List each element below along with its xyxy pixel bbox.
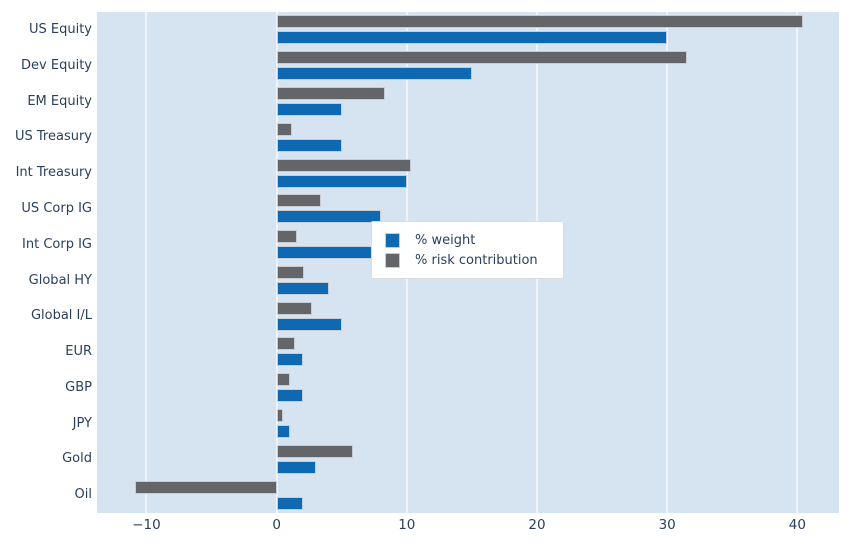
gridline-30 [666,12,669,513]
bar-weight-global-hy [276,281,329,295]
risk-contribution-swatch-icon [385,252,400,268]
bar-risk-contribution-dev-equity [276,51,687,65]
bar-weight-us-treasury [276,138,342,152]
y-tick-label-jpy: JPY [72,415,92,431]
bar-risk-contribution-us-corp-ig [276,194,321,208]
bar-risk-contribution-gold [276,444,354,458]
y-tick-label-dev-equity: Dev Equity [21,57,92,73]
legend-item-weight: % weight [385,231,551,249]
plot-area [97,12,839,513]
y-tick-label-us-corp-ig: US Corp IG [21,200,92,216]
y-tick-label-oil: Oil [74,487,92,503]
gridline-40 [796,12,799,513]
bar-weight-em-equity [276,102,342,116]
bar-risk-contribution-int-corp-ig [276,230,298,244]
bar-weight-int-corp-ig [276,246,381,260]
x-tick-label--10: −10 [132,517,161,533]
gridline-0 [275,12,278,513]
y-tick-label-int-corp-ig: Int Corp IG [22,236,92,252]
bar-weight-dev-equity [276,67,472,81]
legend: % weight % risk contribution [371,221,564,279]
y-tick-label-int-treasury: Int Treasury [15,165,92,181]
bar-weight-us-equity [276,31,668,45]
y-tick-label-em-equity: EM Equity [27,93,92,109]
legend-label: % risk contribution [415,252,538,268]
bar-risk-contribution-global-hy [276,265,304,279]
x-tick-label-10: 10 [398,517,416,533]
bar-risk-contribution-gbp [276,373,290,387]
bar-weight-global-i-l [276,317,342,331]
gridline--10 [145,12,148,513]
legend-label: % weight [415,232,476,248]
bar-risk-contribution-eur [276,337,295,351]
y-tick-label-gold: Gold [62,451,92,467]
bar-weight-eur [276,353,303,367]
y-tick-label-global-i-l: Global I/L [30,308,92,324]
y-tick-label-global-hy: Global HY [28,272,92,288]
bar-risk-contribution-em-equity [276,86,385,100]
bar-weight-us-corp-ig [276,210,381,224]
bar-weight-gold [276,460,316,474]
bar-weight-gbp [276,389,303,403]
bar-risk-contribution-jpy [276,409,284,423]
bar-risk-contribution-us-treasury [276,122,293,136]
bar-risk-contribution-global-i-l [276,301,312,315]
x-tick-label-30: 30 [658,517,676,533]
bar-risk-contribution-int-treasury [276,158,411,172]
bar-risk-contribution-oil [134,480,277,494]
x-tick-label-0: 0 [272,517,281,533]
weight-swatch-icon [385,232,400,248]
legend-item-risk-contribution: % risk contribution [385,251,551,269]
bar-weight-oil [276,496,303,510]
y-tick-label-us-treasury: US Treasury [14,129,92,145]
y-tick-label-gbp: GBP [65,379,92,395]
bar-weight-jpy [276,425,290,439]
bar-risk-contribution-us-equity [276,15,803,29]
x-tick-label-20: 20 [528,517,546,533]
y-tick-label-eur: EUR [65,344,92,360]
x-tick-label-40: 40 [788,517,806,533]
y-tick-label-us-equity: US Equity [28,22,92,37]
bar-weight-int-treasury [276,174,407,188]
